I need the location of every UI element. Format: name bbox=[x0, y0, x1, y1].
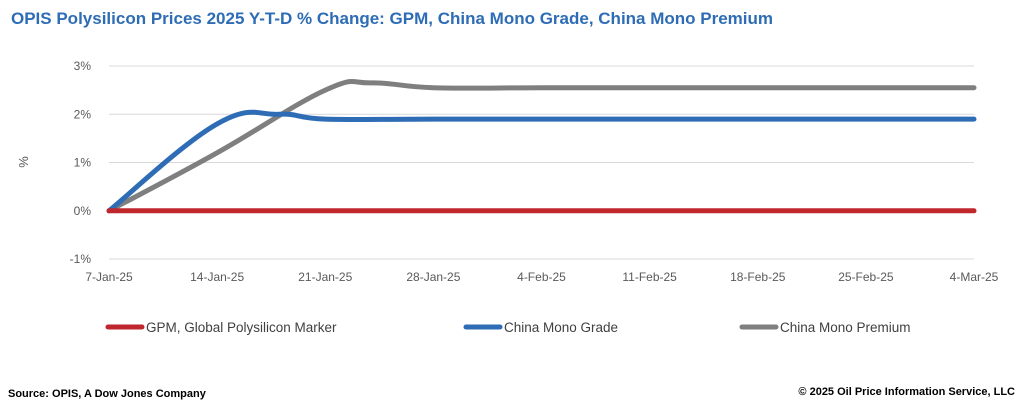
y-tick-label: 0% bbox=[74, 204, 92, 218]
y-tick-label: -1% bbox=[70, 252, 92, 266]
x-tick-label: 18-Feb-25 bbox=[730, 270, 786, 284]
series-lines bbox=[106, 78, 977, 214]
copyright-note: © 2025 Oil Price Information Service, LL… bbox=[798, 386, 1015, 398]
chart-title: OPIS Polysilicon Prices 2025 Y-T-D % Cha… bbox=[11, 9, 774, 28]
gridlines bbox=[109, 65, 974, 260]
legend-label-china-mono-grade: China Mono Grade bbox=[504, 320, 618, 335]
y-tick-label: 2% bbox=[74, 107, 92, 121]
legend-label-china-mono-premium: China Mono Premium bbox=[780, 320, 911, 335]
x-tick-label: 7-Jan-25 bbox=[85, 270, 133, 284]
axes: 3% 2% 1% 0% -1% 7-Jan-25 14-Jan-25 21-Jan-25 28-… bbox=[16, 59, 999, 284]
y-axis-label: % bbox=[16, 156, 31, 168]
x-tick-label: 14-Jan-25 bbox=[190, 270, 244, 284]
legend-label-gpm-global-polysilicon-marker: GPM, Global Polysilicon Marker bbox=[146, 320, 337, 335]
series-line-china-mono-premium bbox=[106, 78, 977, 214]
y-tick-label: 3% bbox=[74, 59, 92, 73]
x-tick-label: 21-Jan-25 bbox=[298, 270, 352, 284]
source-note: Source: OPIS, A Dow Jones Company bbox=[8, 388, 206, 400]
x-tick-label: 25-Feb-25 bbox=[838, 270, 894, 284]
y-tick-label: 1% bbox=[74, 156, 92, 170]
x-tick-label: 4-Feb-25 bbox=[517, 270, 566, 284]
x-tick-label: 28-Jan-25 bbox=[406, 270, 460, 284]
x-tick-label: 4-Mar-25 bbox=[950, 270, 999, 284]
series-line-china-mono-grade bbox=[106, 109, 977, 214]
legend: GPM, Global Polysilicon Marker China Mono… bbox=[105, 320, 911, 335]
x-tick-label: 11-Feb-25 bbox=[622, 270, 677, 284]
